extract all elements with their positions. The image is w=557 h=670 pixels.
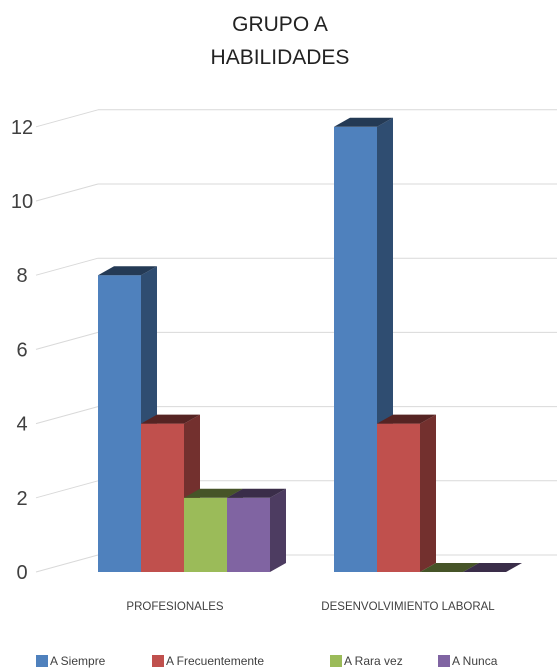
gridline-diagonal — [35, 406, 99, 425]
legend-item: A Siempre — [36, 654, 106, 668]
bar — [463, 563, 522, 572]
y-tick-label: 2 — [16, 488, 27, 510]
legend-swatch — [438, 655, 450, 667]
legend-label: A Frecuentemente — [166, 654, 264, 668]
bar-front — [98, 275, 141, 572]
legend-item: A Nunca — [438, 654, 498, 668]
bar-top — [463, 563, 522, 572]
y-axis: 0 2 4 6 8 10 12 — [11, 117, 33, 584]
bar-front — [141, 423, 184, 572]
legend-label: A Rara vez — [344, 654, 403, 668]
legend-item: A Rara vez — [330, 654, 403, 668]
legend-swatch — [330, 655, 342, 667]
legend-swatch — [152, 655, 164, 667]
bar-top — [227, 488, 286, 498]
bar — [227, 488, 286, 572]
bar-front — [334, 126, 377, 573]
chart-title: GRUPO A — [232, 13, 328, 36]
y-tick-label: 0 — [16, 562, 27, 584]
gridline-diagonal — [35, 109, 99, 128]
y-tick-label: 12 — [11, 117, 33, 139]
legend-label: A Siempre — [50, 654, 106, 668]
bar-top — [184, 488, 243, 498]
legend-item: A Frecuentemente — [152, 654, 264, 668]
x-tick-label: PROFESIONALES — [126, 601, 223, 613]
y-tick-label: 6 — [16, 339, 27, 361]
y-tick-label: 10 — [11, 191, 33, 213]
legend-label: A Nunca — [452, 654, 498, 668]
bar-front — [227, 497, 270, 572]
gridline-diagonal — [35, 554, 99, 573]
bar-top — [377, 414, 436, 424]
bar-top — [141, 414, 200, 424]
legend: A Siempre A Frecuentemente A Rara vez A Nun… — [36, 654, 498, 668]
bar-top — [334, 117, 393, 127]
bars — [98, 117, 522, 573]
bar — [377, 414, 436, 572]
bar-side — [270, 488, 286, 572]
y-tick-label: 8 — [16, 265, 27, 287]
gridline-diagonal — [35, 257, 99, 276]
x-axis: PROFESIONALES DESENVOLVIMIENTO LABORAL — [126, 601, 495, 613]
bar-top — [98, 266, 157, 276]
gridline-diagonal — [35, 183, 99, 202]
bar — [420, 563, 479, 572]
x-tick-label: DESENVOLVIMIENTO LABORAL — [321, 601, 495, 613]
gridline-diagonal — [35, 331, 99, 350]
chart-subtitle: HABILIDADES — [211, 46, 350, 69]
gridline-diagonal — [35, 480, 99, 499]
bar-side — [420, 414, 436, 572]
bar-front — [184, 497, 227, 572]
bar-top — [420, 563, 479, 572]
legend-swatch — [36, 655, 48, 667]
bar-front — [377, 423, 420, 572]
y-tick-label: 4 — [16, 414, 27, 436]
